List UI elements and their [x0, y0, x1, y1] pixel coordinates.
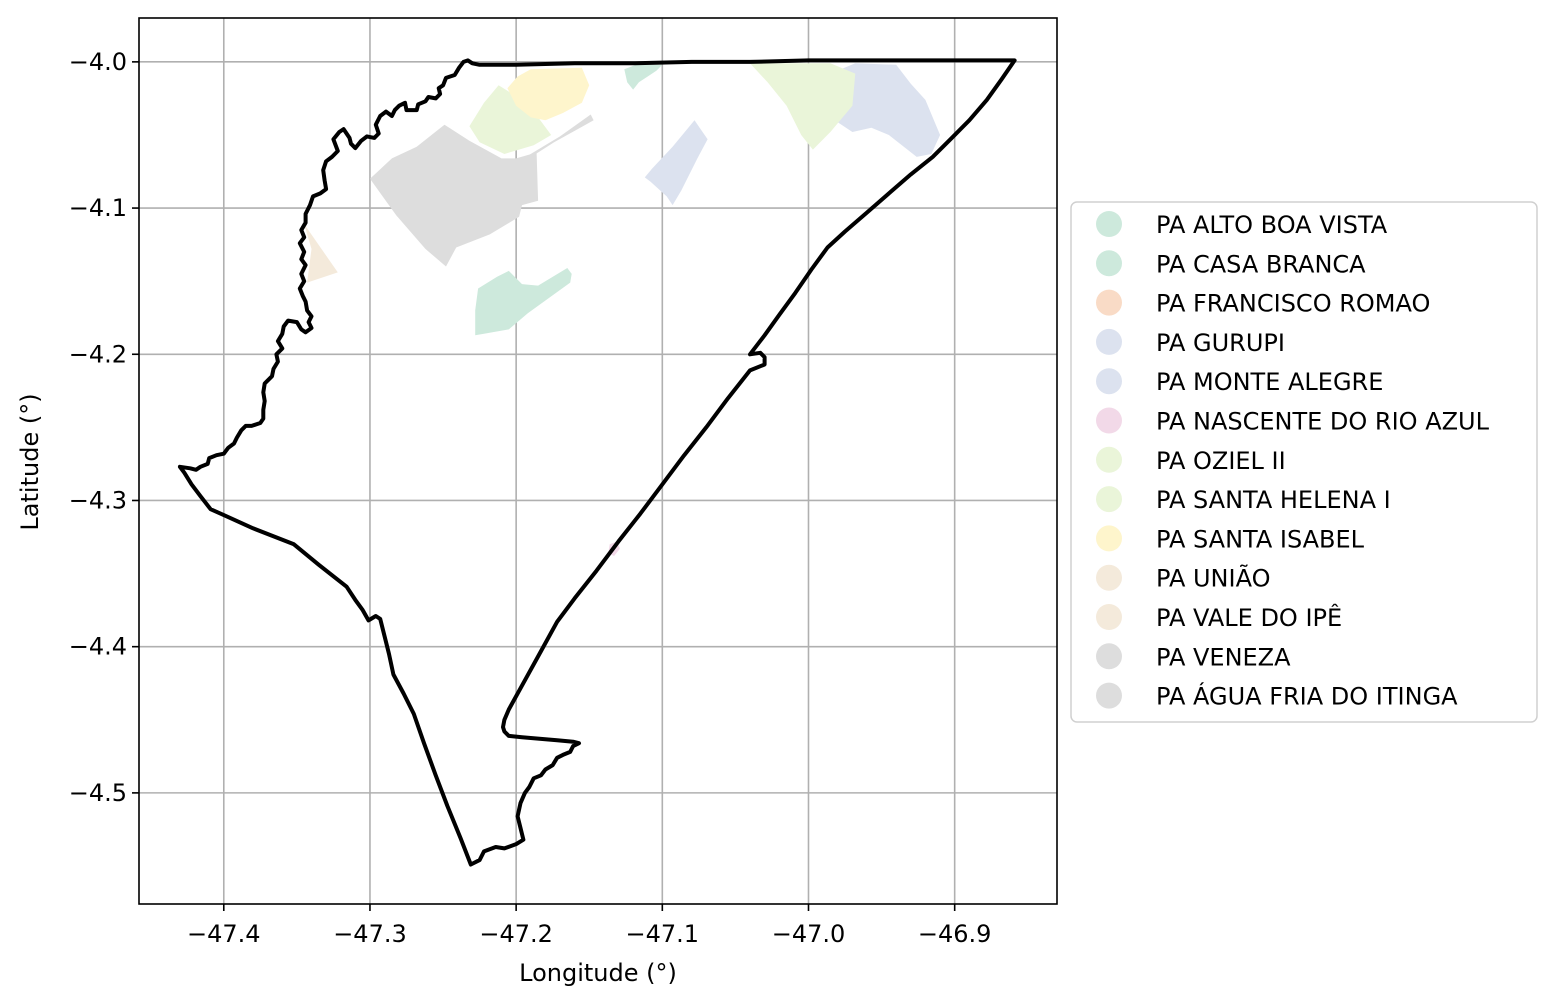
- legend-label: PA UNIÃO: [1156, 563, 1270, 593]
- legend-label: PA SANTA HELENA I: [1156, 486, 1391, 514]
- legend-box: [1070, 201, 1538, 723]
- settlement-polygons: [304, 63, 941, 556]
- legend-label: PA MONTE ALEGRE: [1156, 368, 1383, 396]
- legend-marker: [1096, 446, 1122, 473]
- axis-ticks: −47.4 −47.3 −47.2 −47.1 −47.0 −46.9 −4.0 −4.1 −4…: [69, 48, 992, 948]
- y-tick-label: −4.3: [69, 486, 127, 514]
- x-tick-label: −47.1: [626, 920, 700, 948]
- polygon-pa-santa-helena-i: [750, 63, 856, 150]
- x-tick-label: −46.9: [918, 920, 992, 948]
- y-tick-label: −4.0: [69, 48, 127, 76]
- legend-marker: [1096, 643, 1122, 670]
- polygon-pa-alto-boa-vista: [475, 268, 572, 336]
- boundary-outline: [177, 58, 1017, 867]
- legend-marker: [1096, 564, 1122, 591]
- legend-label: PA ALTO BOA VISTA: [1156, 211, 1388, 239]
- legend-marker: [1096, 368, 1122, 395]
- legend-label: PA OZIEL II: [1156, 447, 1286, 475]
- legend-marker: [1096, 289, 1122, 316]
- legend-marker: [1096, 486, 1122, 513]
- y-tick-label: −4.5: [69, 779, 127, 807]
- polygon-pa-uniao: [304, 224, 338, 283]
- municipality-boundary: [177, 58, 1017, 867]
- plot-frame: [138, 17, 1058, 905]
- polygon-pa-gurupi: [644, 120, 708, 206]
- polygon-pa-santa-isabel: [507, 67, 590, 121]
- x-axis-label: Longitude (°): [519, 959, 677, 987]
- legend-label: PA NASCENTE DO RIO AZUL: [1156, 408, 1490, 436]
- legend-label: PA FRANCISCO ROMAO: [1156, 290, 1430, 318]
- legend-marker: [1096, 525, 1122, 552]
- legend-label: PA VENEZA: [1156, 643, 1291, 671]
- y-tick-label: −4.4: [69, 633, 127, 661]
- x-tick-label: −47.4: [187, 920, 261, 948]
- legend-label: PA CASA BRANCA: [1156, 250, 1366, 278]
- x-tick-label: −47.0: [772, 920, 846, 948]
- y-axis-label: Latitude (°): [16, 393, 44, 530]
- legend-marker: [1096, 328, 1122, 355]
- legend-marker: [1096, 250, 1122, 277]
- legend-marker: [1096, 604, 1122, 630]
- x-tick-label: −47.2: [479, 920, 553, 948]
- legend: PA ALTO BOA VISTA PA CASA BRANCA PA FRANCI…: [1070, 201, 1538, 723]
- legend-label: PA ÁGUA FRIA DO ITINGA: [1156, 682, 1458, 711]
- legend-marker: [1096, 211, 1122, 237]
- polygon-pa-oziel-ii: [469, 85, 552, 154]
- polygon-pa-casa-branca: [624, 64, 663, 90]
- y-tick-label: −4.2: [69, 340, 127, 368]
- legend-marker: [1096, 407, 1122, 434]
- legend-label: PA SANTA ISABEL: [1156, 525, 1365, 553]
- y-tick-label: −4.1: [69, 194, 127, 222]
- legend-marker: [1096, 682, 1122, 709]
- legend-items: PA ALTO BOA VISTA PA CASA BRANCA PA FRANCI…: [1096, 211, 1490, 711]
- legend-label: PA GURUPI: [1156, 329, 1285, 357]
- polygon-pa-veneza: [522, 114, 594, 163]
- x-tick-label: −47.3: [333, 920, 407, 948]
- polygon-pa-agua-fria-do-itinga: [370, 124, 539, 267]
- legend-label: PA VALE DO IPÊ: [1156, 603, 1342, 632]
